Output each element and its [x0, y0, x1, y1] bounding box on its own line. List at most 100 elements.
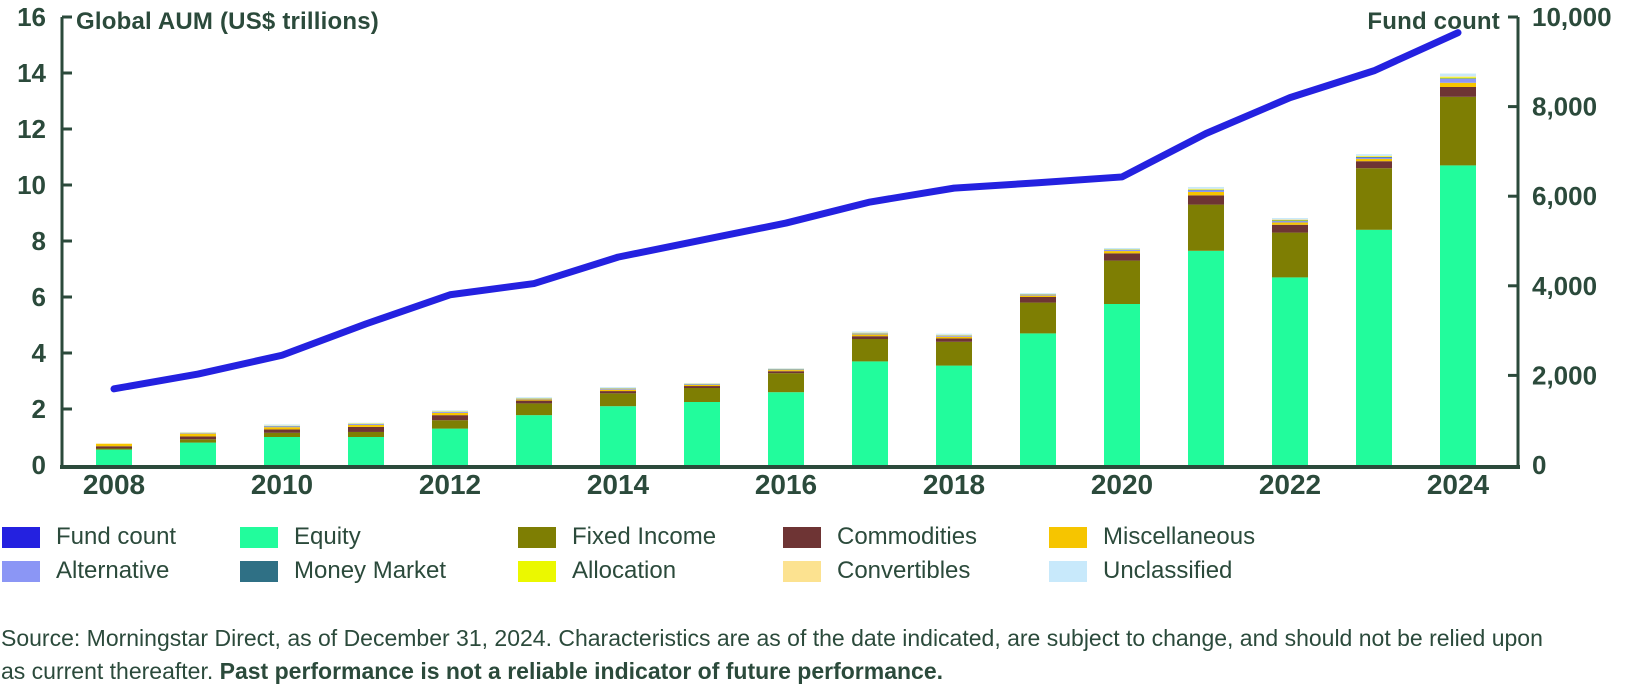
legend-item-allocation: Allocation: [518, 557, 676, 584]
bar-segment-equity: [1020, 333, 1056, 465]
bar-segment-miscellaneous: [1104, 251, 1140, 254]
x-axis-tick-label: 2022: [1259, 469, 1321, 500]
x-axis-tick-label: 2008: [83, 469, 145, 500]
bar-segment-unclassified: [348, 422, 384, 424]
legend-label-fund-count: Fund count: [56, 523, 177, 550]
right-axis-tick-label: 2,000: [1532, 360, 1597, 390]
source-note: Source: Morningstar Direct, as of Decemb…: [1, 622, 1621, 688]
bar-segment-money-market: [1356, 157, 1392, 158]
bar-segment-convertibles: [1356, 155, 1392, 157]
bar-segment-commodities: [852, 336, 888, 339]
right-axis-title: Fund count: [1367, 8, 1500, 35]
bar-segment-commodities: [936, 338, 972, 342]
bar-segment-alternative: [1104, 249, 1140, 252]
bar-segment-alternative: [516, 398, 552, 400]
bar-segment-equity: [96, 449, 132, 465]
bar-segment-equity: [600, 406, 636, 465]
legend-item-alternative: Alternative: [2, 557, 169, 584]
bar-segment-fixed-income: [1188, 204, 1224, 251]
source-line-1: Source: Morningstar Direct, as of Decemb…: [1, 625, 1543, 651]
bar-stack-2011: [348, 422, 384, 465]
bar-stack-2016: [768, 368, 804, 465]
bar-stack-2023: [1356, 154, 1392, 465]
bar-segment-fixed-income: [1020, 302, 1056, 334]
bar-segment-unclassified: [1272, 218, 1308, 220]
legend-label-commodities: Commodities: [837, 523, 978, 550]
legend-swatch-fund-count: [2, 526, 40, 548]
bar-segment-alternative: [936, 335, 972, 337]
bar-segment-allocation: [1188, 189, 1224, 190]
bar-stack-2015: [684, 382, 720, 465]
bar-segment-miscellaneous: [348, 424, 384, 427]
bar-segment-convertibles: [852, 332, 888, 334]
bar-segment-commodities: [1020, 297, 1056, 303]
bar-segment-equity: [1272, 277, 1308, 465]
bar-segment-alternative: [768, 369, 804, 371]
bar-segment-commodities: [96, 446, 132, 449]
left-axis-title: Global AUM (US$ trillions): [76, 8, 379, 35]
bar-segment-miscellaneous: [180, 433, 216, 437]
x-axis-tick-label: 2016: [755, 469, 817, 500]
legend-item-commodities: Commodities: [783, 523, 978, 550]
right-axis-tick-label: 10,000: [1532, 2, 1612, 32]
bar-segment-miscellaneous: [768, 370, 804, 372]
bar-segment-miscellaneous: [432, 412, 468, 416]
bar-segment-fixed-income: [1440, 96, 1476, 166]
x-axis-tick-label: 2012: [419, 469, 481, 500]
bar-segment-fixed-income: [936, 341, 972, 366]
legend-item-fund-count: Fund count: [2, 523, 177, 550]
legend-label-unclassified: Unclassified: [1103, 557, 1233, 584]
bar-segment-fixed-income: [432, 420, 468, 429]
bar-segment-convertibles: [1440, 76, 1476, 78]
legend-swatch-convertibles: [783, 560, 821, 582]
bar-segment-equity: [1104, 304, 1140, 465]
aum-bars: [96, 73, 1476, 465]
bar-segment-commodities: [600, 391, 636, 394]
bar-segment-commodities: [1104, 253, 1140, 261]
bar-stack-2009: [180, 431, 216, 465]
left-axis-tick-label: 4: [32, 338, 47, 368]
bar-stack-2010: [264, 424, 300, 465]
bar-segment-miscellaneous: [516, 399, 552, 401]
x-axis-tick-label: 2020: [1091, 469, 1153, 500]
bar-segment-unclassified: [684, 382, 720, 384]
legend-item-unclassified: Unclassified: [1049, 557, 1233, 584]
legend-label-equity: Equity: [294, 523, 361, 550]
bar-segment-miscellaneous: [936, 336, 972, 339]
fund-count-line: [110, 29, 1462, 393]
bar-segment-unclassified: [1020, 293, 1056, 294]
bar-segment-alternative: [180, 433, 216, 434]
legend-swatch-unclassified: [1049, 560, 1087, 582]
bar-stack-2017: [852, 331, 888, 465]
bar-stack-2022: [1272, 218, 1308, 465]
bar-segment-commodities: [432, 415, 468, 421]
legend-label-fixed-income: Fixed Income: [572, 523, 717, 550]
bar-stack-2012: [432, 410, 468, 465]
bar-segment-commodities: [180, 436, 216, 440]
bar-segment-alternative: [432, 412, 468, 413]
bar-segment-fixed-income: [1356, 168, 1392, 230]
bar-segment-equity: [516, 415, 552, 465]
bar-segment-convertibles: [1272, 219, 1308, 220]
legend-label-convertibles: Convertibles: [837, 557, 971, 584]
bar-segment-alternative: [1356, 157, 1392, 159]
bar-segment-alternative: [264, 426, 300, 428]
left-axis-tick-label: 8: [32, 226, 46, 256]
bar-segment-alternative: [1188, 190, 1224, 192]
bar-segment-alternative: [1272, 221, 1308, 223]
bar-segment-commodities: [516, 400, 552, 404]
bar-segment-allocation: [1356, 156, 1392, 157]
bar-segment-unclassified: [264, 424, 300, 426]
left-axis-tick-label: 6: [32, 282, 46, 312]
bar-segment-alternative: [1440, 78, 1476, 83]
bar-stack-2014: [600, 387, 636, 465]
bar-segment-unclassified: [180, 431, 216, 433]
x-axis-tick-label: 2018: [923, 469, 985, 500]
bar-segment-alternative: [1020, 294, 1056, 296]
legend-swatch-miscellaneous: [1049, 526, 1087, 548]
bar-segment-convertibles: [1188, 188, 1224, 190]
bar-segment-fixed-income: [1272, 232, 1308, 278]
legend-item-equity: Equity: [240, 523, 361, 550]
right-axis-tick-label: 6,000: [1532, 181, 1597, 211]
